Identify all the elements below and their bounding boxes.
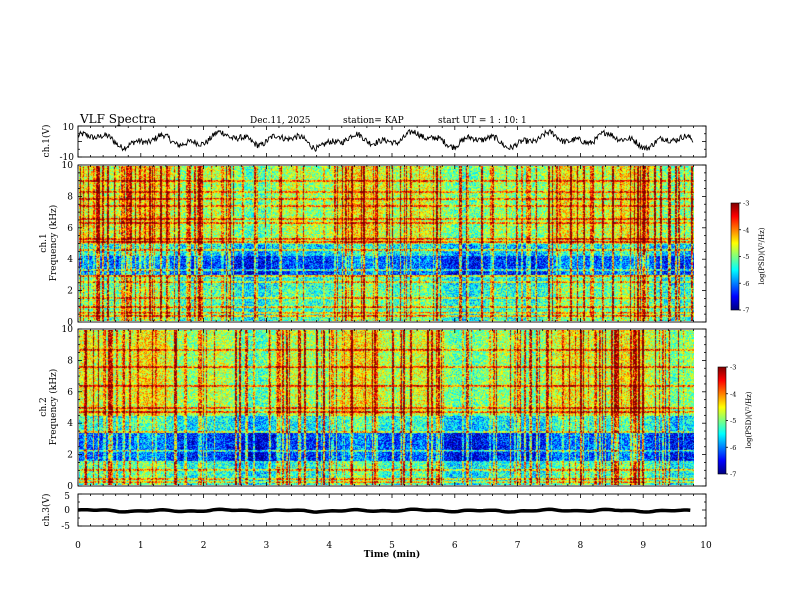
x-tick-label: 7 (515, 541, 521, 551)
y-tick-label: 0 (67, 318, 73, 328)
figure-title: VLF Spectra (79, 112, 156, 126)
ch2-ylabel-frequency: Frequency (kHz) (48, 369, 59, 446)
colorbar-tick-label: -5 (730, 417, 736, 425)
station-label: station= KAP (343, 116, 404, 126)
ch2-colorbar-ticks: -3 -4 -5 -6 -7 (726, 364, 736, 479)
x-tick-label: 10 (700, 541, 712, 551)
start-time-label: start UT = 1 : 10: 1 (438, 116, 527, 126)
ch2-spectrogram-yticks: 0 2 4 6 8 10 (62, 325, 706, 492)
ch1-colorbar-label: log(PSD)(V²/Hz) (758, 227, 766, 284)
colorbar-tick-label: -7 (730, 471, 736, 479)
colorbar-tick-label: -5 (743, 253, 749, 261)
y-tick-label: 10 (62, 161, 74, 171)
time-axis-ticks: 0 1 2 3 4 5 6 7 8 9 10 (75, 126, 712, 551)
y-tick-label: 6 (67, 388, 73, 398)
y-tick-label: 6 (67, 224, 73, 234)
ch2-spectrogram-panel: ch.2 Frequency (kHz) 0 2 4 6 8 10 (39, 325, 707, 492)
ch1-spectrogram-panel: ch.1 Frequency (kHz) 0 2 4 6 8 10 (39, 161, 707, 328)
y-tick-label: 0 (67, 482, 73, 492)
x-tick-label: 5 (389, 541, 395, 551)
ch3-ylabel: ch.3(V) (41, 494, 52, 527)
ch1-ylabel-channel: ch.1 (39, 233, 49, 252)
ch1-spectrogram-image (79, 166, 694, 321)
date-label: Dec.11, 2025 (250, 116, 311, 126)
ch2-spectrogram-image (79, 330, 694, 485)
x-tick-label: 4 (326, 541, 332, 551)
colorbar-tick-label: -7 (743, 307, 749, 315)
x-tick-label: 1 (138, 541, 144, 551)
x-tick-label: 2 (201, 541, 207, 551)
ch1-waveform-line (77, 129, 694, 152)
ch3-ytick-top: 5 (64, 492, 70, 502)
colorbar-tick-label: -3 (730, 364, 736, 372)
ch1-ylabel: ch.1(V) (41, 125, 52, 158)
x-tick-label: 6 (452, 541, 458, 551)
x-axis-label: Time (min) (364, 549, 421, 560)
y-tick-label: 2 (67, 451, 73, 461)
ch2-colorbar-label: log(PSD)(V²/Hz) (745, 391, 753, 448)
ch1-colorbar: -3 -4 -5 -6 -7 log(PSD)(V²/Hz) (730, 200, 766, 315)
ch1-colorbar-ticks: -3 -4 -5 -6 -7 (739, 200, 749, 315)
colorbar-tick-label: -6 (730, 444, 736, 452)
ch3-ytick-mid: 0 (64, 506, 70, 516)
colorbar-tick-label: -3 (743, 200, 749, 208)
ch3-ytick-bottom: -5 (61, 522, 70, 532)
ch1-ytick-top: 10 (63, 123, 75, 133)
ch2-colorbar: -3 -4 -5 -6 -7 log(PSD)(V²/Hz) (717, 364, 753, 479)
x-tick-label: 9 (640, 541, 646, 551)
y-tick-label: 2 (67, 287, 73, 297)
colorbar-tick-label: -6 (743, 280, 749, 288)
y-tick-label: 8 (67, 356, 73, 366)
ch1-ytick-bottom: -10 (60, 153, 75, 163)
ch1-spectrogram-yticks: 0 2 4 6 8 10 (62, 161, 706, 328)
colorbar-tick-label: -4 (743, 226, 749, 234)
ch3-waveform-line (77, 507, 691, 514)
x-tick-label: 8 (578, 541, 584, 551)
y-tick-label: 4 (67, 255, 73, 265)
colorbar-tick-label: -4 (730, 390, 736, 398)
ch1-ylabel-frequency: Frequency (kHz) (48, 205, 59, 282)
y-tick-label: 10 (62, 325, 74, 335)
y-tick-label: 8 (67, 192, 73, 202)
x-tick-label: 3 (264, 541, 270, 551)
y-tick-label: 4 (67, 419, 73, 429)
x-tick-label: 0 (75, 541, 81, 551)
ch2-ylabel-channel: ch.2 (39, 397, 49, 416)
